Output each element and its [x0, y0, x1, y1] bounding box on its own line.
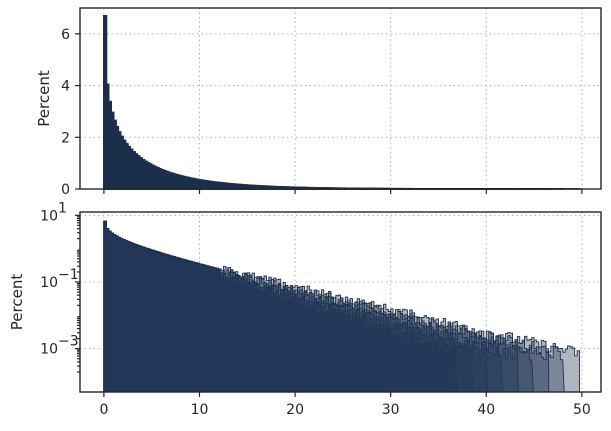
- top-y-axis-label: Percent: [35, 70, 53, 127]
- bottom-series-8: [103, 220, 259, 393]
- bottom-y-tick-label: 10: [40, 275, 58, 291]
- bottom-ticks: 10 110 −110 −30 10 20 30 40 50: [40, 200, 591, 418]
- bottom-y-axis-label: Percent: [8, 274, 26, 331]
- bottom-series-10: [103, 220, 289, 393]
- bottom-y-tick-exponent: −1: [58, 267, 79, 283]
- bottom-series-26: [103, 220, 534, 393]
- bottom-y-tick-exponent: 1: [58, 200, 67, 216]
- bottom-x-tick-label: 40: [477, 402, 495, 418]
- bottom-y-tick-label: 10: [40, 208, 58, 224]
- bottom-histogram-panel: 10 110 −110 −30 10 20 30 40 50 Percent: [8, 200, 602, 418]
- bottom-series-12: [103, 220, 320, 393]
- bottom-x-tick-label: 0: [99, 402, 108, 418]
- top-series-23: [103, 15, 488, 190]
- top-series-29: [103, 14, 581, 190]
- top-series-26: [103, 14, 534, 190]
- top-series-24: [103, 15, 503, 190]
- bottom-axes-frame: [79, 211, 602, 393]
- top-y-tick-label: 6: [61, 27, 70, 43]
- top-series-group: [103, 14, 581, 190]
- top-series-27: [103, 14, 549, 190]
- top-axes-frame: [79, 7, 602, 190]
- bottom-series-0: [103, 220, 136, 393]
- top-y-tick-label: 4: [61, 79, 70, 95]
- bottom-series-1: [103, 220, 151, 393]
- bottom-y-tick-exponent: −3: [58, 334, 79, 350]
- top-series-21: [103, 15, 457, 190]
- bottom-series-group: [103, 220, 580, 393]
- bottom-x-tick-label: 50: [573, 402, 591, 418]
- top-series-20: [103, 15, 442, 190]
- bottom-series-13: [103, 220, 335, 393]
- bottom-series-2: [103, 220, 167, 393]
- top-series-22: [103, 15, 473, 190]
- top-series-19: [103, 15, 427, 190]
- bottom-x-tick-label: 20: [286, 402, 304, 418]
- top-ticks: 0 2 4 6: [61, 27, 583, 198]
- top-series-25: [103, 14, 519, 190]
- bottom-y-tick-label: 10: [40, 342, 58, 358]
- top-y-tick-label: 2: [61, 130, 70, 146]
- bottom-series-29: [103, 220, 580, 393]
- bottom-series-9: [103, 220, 274, 393]
- bottom-x-tick-label: 10: [191, 402, 209, 418]
- top-histogram-panel: 0 2 4 6 Percent: [35, 7, 602, 198]
- bottom-series-11: [103, 220, 305, 393]
- top-y-tick-label: 0: [61, 182, 70, 198]
- top-gridlines: [80, 8, 601, 190]
- bottom-series-16: [103, 220, 381, 393]
- bottom-x-tick-label: 30: [382, 402, 400, 418]
- top-series-28: [103, 14, 565, 190]
